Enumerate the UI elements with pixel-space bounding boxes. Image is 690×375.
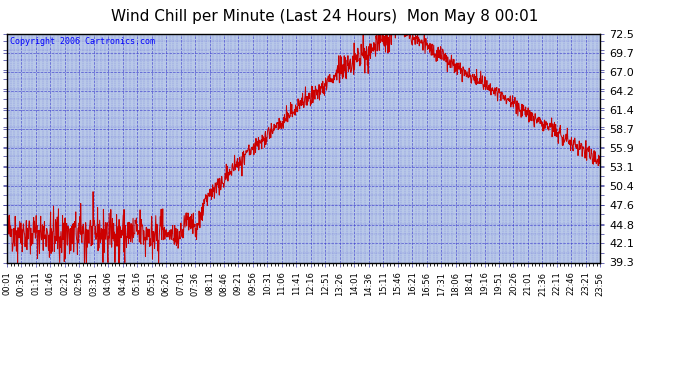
- Text: Wind Chill per Minute (Last 24 Hours)  Mon May 8 00:01: Wind Chill per Minute (Last 24 Hours) Mo…: [110, 9, 538, 24]
- Text: Copyright 2006 Cartronics.com: Copyright 2006 Cartronics.com: [10, 37, 155, 46]
